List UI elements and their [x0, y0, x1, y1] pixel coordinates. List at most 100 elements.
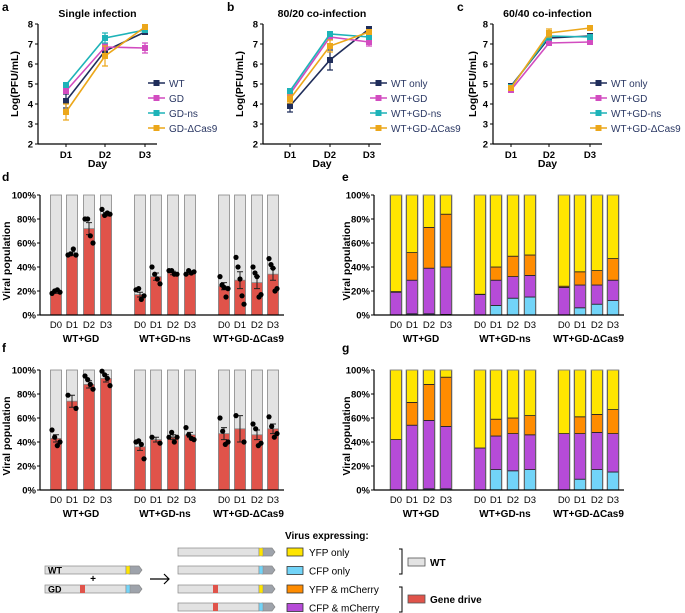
data-point — [253, 426, 259, 432]
progeny-genome-yfp-gd — [177, 584, 276, 594]
y-tick-label: 8 — [28, 20, 33, 31]
data-point — [258, 440, 264, 446]
segment-yfp-mcherry — [490, 266, 502, 281]
data-point — [154, 276, 160, 282]
x-tick-label: D3 — [267, 495, 279, 506]
y-tick-label: 5 — [483, 80, 489, 91]
segment-yfp-mcherry — [574, 416, 586, 434]
data-point — [141, 293, 147, 299]
line-chart-b: 80/20 co-infection 2 3 4 5 6 7 8 D1 D2 D3 Day Log(PF… — [234, 8, 461, 170]
data-point — [149, 264, 155, 270]
legend-label: CFP & mCherry — [309, 604, 379, 613]
legend-label: GD — [169, 94, 184, 105]
y-tick-label: 8 — [483, 20, 488, 31]
y-tick-label: 4 — [253, 100, 259, 111]
data-point — [327, 57, 333, 63]
group-label: WT+GD-ns — [139, 334, 191, 345]
x-tick-label: D3 — [184, 495, 196, 506]
x-tick-label: D0 — [390, 320, 402, 331]
segment-cfp-only — [507, 470, 519, 491]
fluorescent-marker — [258, 584, 264, 594]
fluorescent-marker — [258, 602, 264, 612]
legend-swatch — [286, 547, 304, 557]
data-point — [63, 109, 69, 115]
segment-yfp-mcherry — [406, 252, 418, 281]
bar-gene-drive — [134, 446, 146, 491]
segment-cfp-mcherry — [390, 291, 402, 316]
x-tick-label: D1 — [150, 495, 162, 506]
y-tick-label: 8 — [253, 20, 258, 31]
data-point — [65, 392, 71, 398]
bracket-wt — [399, 548, 403, 575]
data-point — [239, 293, 245, 299]
bar-gene-drive — [66, 400, 78, 491]
x-tick-label: D2 — [591, 320, 603, 331]
data-point — [52, 434, 58, 440]
data-point — [102, 35, 108, 41]
legend-label: WT+GD-ΔCas9 — [391, 124, 461, 135]
segment-yfp-only — [406, 369, 418, 403]
group-label: WT+GD-ΔCas9 — [553, 509, 624, 520]
data-point — [104, 375, 110, 381]
gene-drive-swatch — [407, 594, 426, 604]
segment-yfp-mcherry — [423, 226, 435, 269]
x-tick-label: D2 — [251, 320, 263, 331]
segment-yfp-only — [574, 194, 586, 273]
schematic: WT GD + Virus expressing: YFP only CFP only YF… — [44, 531, 482, 613]
legend-label: CFP only — [309, 567, 350, 578]
progeny-genome-cfp — [177, 565, 276, 575]
x-tick-label: D1 — [66, 495, 78, 506]
data-point — [99, 206, 105, 212]
x-tick-label: D2 — [167, 320, 179, 331]
data-point — [174, 271, 180, 277]
data-point — [149, 434, 155, 440]
y-tick-label: 80% — [351, 215, 371, 226]
series-GD-ΔCas9 — [63, 24, 148, 121]
legend-label: WT+GD — [391, 94, 427, 105]
segment-yfp-only — [390, 369, 402, 440]
segment-cfp-mcherry — [406, 424, 418, 491]
data-point — [90, 240, 96, 246]
data-point — [258, 292, 264, 298]
legend-marker — [375, 110, 382, 116]
data-point — [166, 434, 172, 440]
x-tick-label: D3 — [440, 495, 452, 506]
segment-yfp-only — [574, 369, 586, 418]
segment-cfp-mcherry — [524, 434, 536, 470]
group-label: WT+GD-ns — [139, 509, 191, 520]
legend-marker — [375, 125, 382, 131]
x-axis-label: Day — [312, 158, 331, 170]
segment-yfp-mcherry — [507, 255, 519, 278]
genome-bar — [177, 584, 260, 594]
genome-bar — [177, 565, 260, 575]
gene-drive-cassette — [213, 603, 218, 611]
data-point — [183, 425, 189, 431]
segment-cfp-only — [524, 469, 536, 491]
segment-cfp-only — [490, 304, 502, 316]
legend-label: WT only — [611, 79, 648, 90]
bar-gene-drive — [150, 439, 162, 491]
segment-cfp-only — [574, 478, 586, 491]
y-axis-label: Viral population — [341, 221, 353, 300]
data-point — [157, 281, 163, 287]
wt-label: WT — [430, 558, 446, 569]
segment-cfp-mcherry — [474, 447, 486, 491]
y-tick-label: 0% — [22, 486, 36, 497]
segment-cfp-mcherry — [406, 279, 418, 315]
segment-cfp-mcherry — [440, 266, 452, 315]
y-tick-label: 100% — [346, 191, 371, 202]
segment-cfp-only — [507, 297, 519, 316]
data-point — [142, 45, 148, 51]
data-point — [70, 246, 76, 252]
group-label: WT+GD — [403, 334, 439, 345]
group-WT+GD-ΔCas9: D0 D1 D2 D3 WT+GD-ΔCas9 — [213, 194, 284, 345]
segment-yfp-only — [607, 194, 619, 259]
y-tick-label: 20% — [351, 287, 371, 298]
x-tick-label: D3 — [584, 150, 596, 161]
y-axis-label: Log(PFU/mL) — [234, 51, 246, 117]
legend-label: WT+GD-ns — [611, 109, 661, 120]
x-tick-label: D0 — [218, 495, 230, 506]
